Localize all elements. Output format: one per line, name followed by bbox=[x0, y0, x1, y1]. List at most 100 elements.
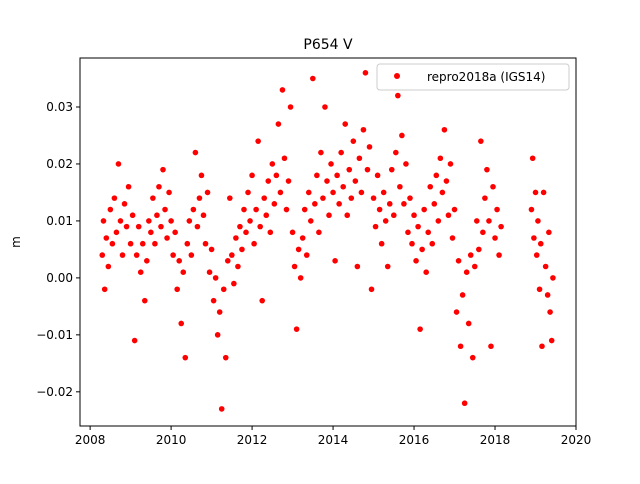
data-point bbox=[113, 229, 120, 236]
data-point bbox=[419, 246, 425, 253]
data-point bbox=[172, 229, 178, 236]
data-point bbox=[388, 166, 395, 173]
data-point bbox=[463, 269, 470, 275]
data-point bbox=[245, 189, 251, 196]
data-point bbox=[239, 246, 245, 253]
data-point bbox=[287, 104, 294, 110]
data-point bbox=[314, 172, 320, 179]
data-point bbox=[237, 223, 243, 230]
data-point bbox=[348, 195, 355, 201]
data-point bbox=[496, 252, 502, 258]
data-point bbox=[480, 229, 486, 236]
data-point bbox=[498, 223, 504, 230]
data-point bbox=[139, 240, 146, 247]
data-point bbox=[413, 257, 419, 264]
data-point bbox=[291, 263, 298, 270]
data-point bbox=[249, 172, 255, 179]
data-point bbox=[364, 166, 371, 173]
legend-marker bbox=[394, 73, 400, 79]
data-point bbox=[376, 206, 383, 213]
data-point bbox=[547, 309, 553, 315]
data-point bbox=[100, 218, 107, 224]
data-point bbox=[214, 332, 221, 338]
data-point bbox=[539, 343, 545, 350]
data-point bbox=[265, 178, 272, 184]
data-point bbox=[188, 252, 195, 258]
data-point bbox=[358, 189, 365, 196]
data-point bbox=[488, 343, 494, 350]
y-tick-label: 0.02 bbox=[46, 157, 73, 171]
data-point bbox=[382, 218, 389, 224]
data-point bbox=[103, 235, 110, 241]
data-point bbox=[229, 252, 235, 258]
y-axis-label: m bbox=[9, 236, 23, 248]
data-point bbox=[374, 172, 381, 179]
data-point bbox=[196, 195, 203, 201]
data-point bbox=[393, 149, 399, 156]
data-point bbox=[421, 206, 427, 213]
data-point bbox=[356, 155, 363, 162]
data-point bbox=[447, 161, 454, 167]
data-point bbox=[435, 218, 442, 224]
data-point bbox=[210, 297, 217, 304]
data-point bbox=[129, 212, 136, 219]
data-point bbox=[247, 218, 253, 224]
data-point bbox=[407, 195, 413, 201]
data-point bbox=[429, 240, 436, 247]
data-point bbox=[478, 138, 484, 144]
data-point bbox=[200, 212, 207, 219]
data-point bbox=[253, 206, 259, 213]
data-point bbox=[146, 218, 152, 224]
data-point bbox=[162, 206, 168, 213]
data-point bbox=[176, 257, 182, 264]
data-point bbox=[109, 240, 116, 247]
data-point bbox=[206, 269, 213, 275]
data-point bbox=[441, 126, 448, 133]
data-point bbox=[533, 252, 540, 258]
data-point bbox=[437, 155, 444, 162]
data-point bbox=[137, 269, 144, 275]
plot-frame bbox=[79, 57, 577, 427]
data-point bbox=[326, 212, 332, 219]
data-point bbox=[366, 144, 373, 150]
data-point bbox=[192, 149, 199, 156]
data-point bbox=[105, 263, 112, 270]
data-point bbox=[227, 195, 233, 201]
data-point bbox=[338, 149, 344, 156]
y-tick-label: 0.00 bbox=[46, 271, 73, 285]
data-point bbox=[261, 195, 268, 201]
data-point bbox=[425, 229, 432, 236]
data-point bbox=[180, 269, 187, 275]
data-point bbox=[336, 201, 342, 207]
data-point bbox=[164, 235, 170, 241]
y-tick-label: 0.03 bbox=[46, 100, 73, 114]
data-point bbox=[241, 206, 247, 213]
data-point bbox=[449, 235, 456, 241]
data-point bbox=[283, 206, 290, 213]
data-point bbox=[443, 178, 450, 184]
data-point bbox=[409, 240, 415, 247]
data-point bbox=[121, 201, 128, 207]
data-point bbox=[257, 223, 263, 230]
data-point bbox=[368, 286, 375, 293]
x-tick-label: 2010 bbox=[156, 433, 187, 447]
data-point bbox=[457, 343, 464, 350]
data-point bbox=[455, 257, 462, 264]
data-point bbox=[117, 218, 124, 224]
data-point bbox=[401, 201, 407, 207]
data-point bbox=[127, 240, 134, 247]
data-point bbox=[318, 149, 324, 156]
x-axis: 2008 2010 2012 2014 2016 2018 2020 bbox=[75, 426, 591, 447]
x-tick-label: 2012 bbox=[237, 433, 268, 447]
y-axis: −0.02 −0.01 0.00 0.01 0.02 0.03 bbox=[36, 100, 80, 399]
data-point bbox=[251, 240, 257, 247]
data-point bbox=[362, 70, 369, 76]
data-points bbox=[99, 70, 556, 412]
data-point bbox=[224, 257, 231, 264]
data-point bbox=[310, 75, 316, 82]
data-point bbox=[372, 223, 379, 230]
data-point bbox=[125, 183, 132, 190]
data-point bbox=[156, 183, 162, 190]
data-point bbox=[461, 400, 468, 407]
data-point bbox=[168, 218, 174, 224]
